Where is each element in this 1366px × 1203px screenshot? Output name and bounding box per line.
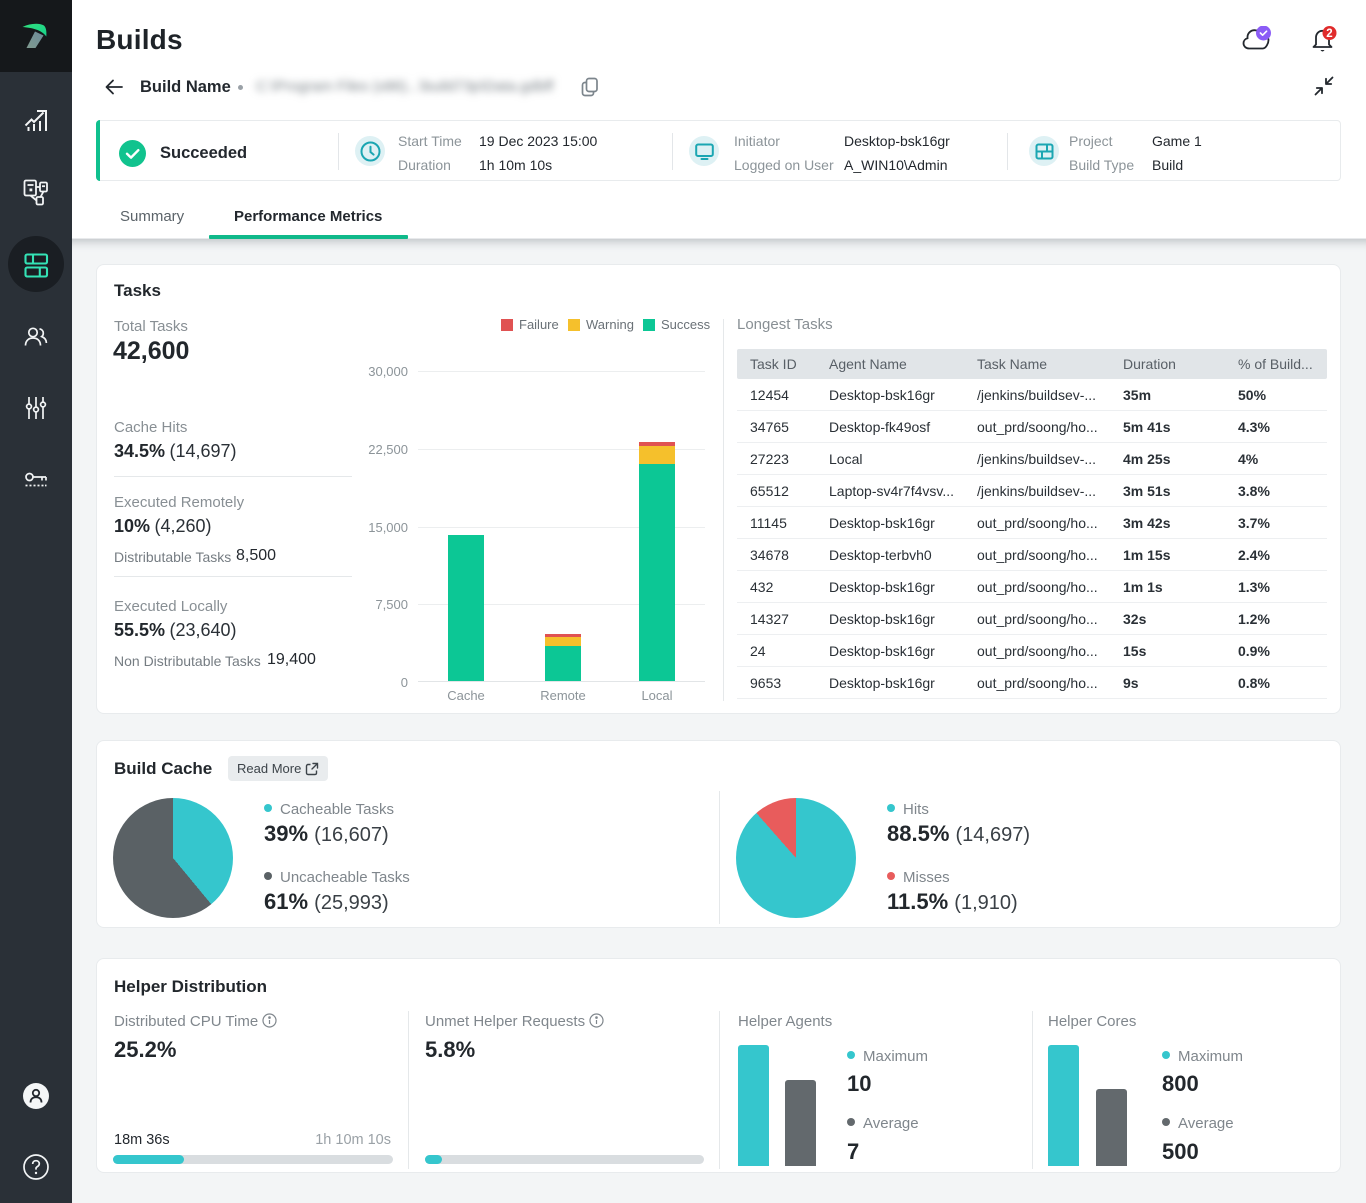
svg-text:2: 2 (1326, 28, 1332, 40)
